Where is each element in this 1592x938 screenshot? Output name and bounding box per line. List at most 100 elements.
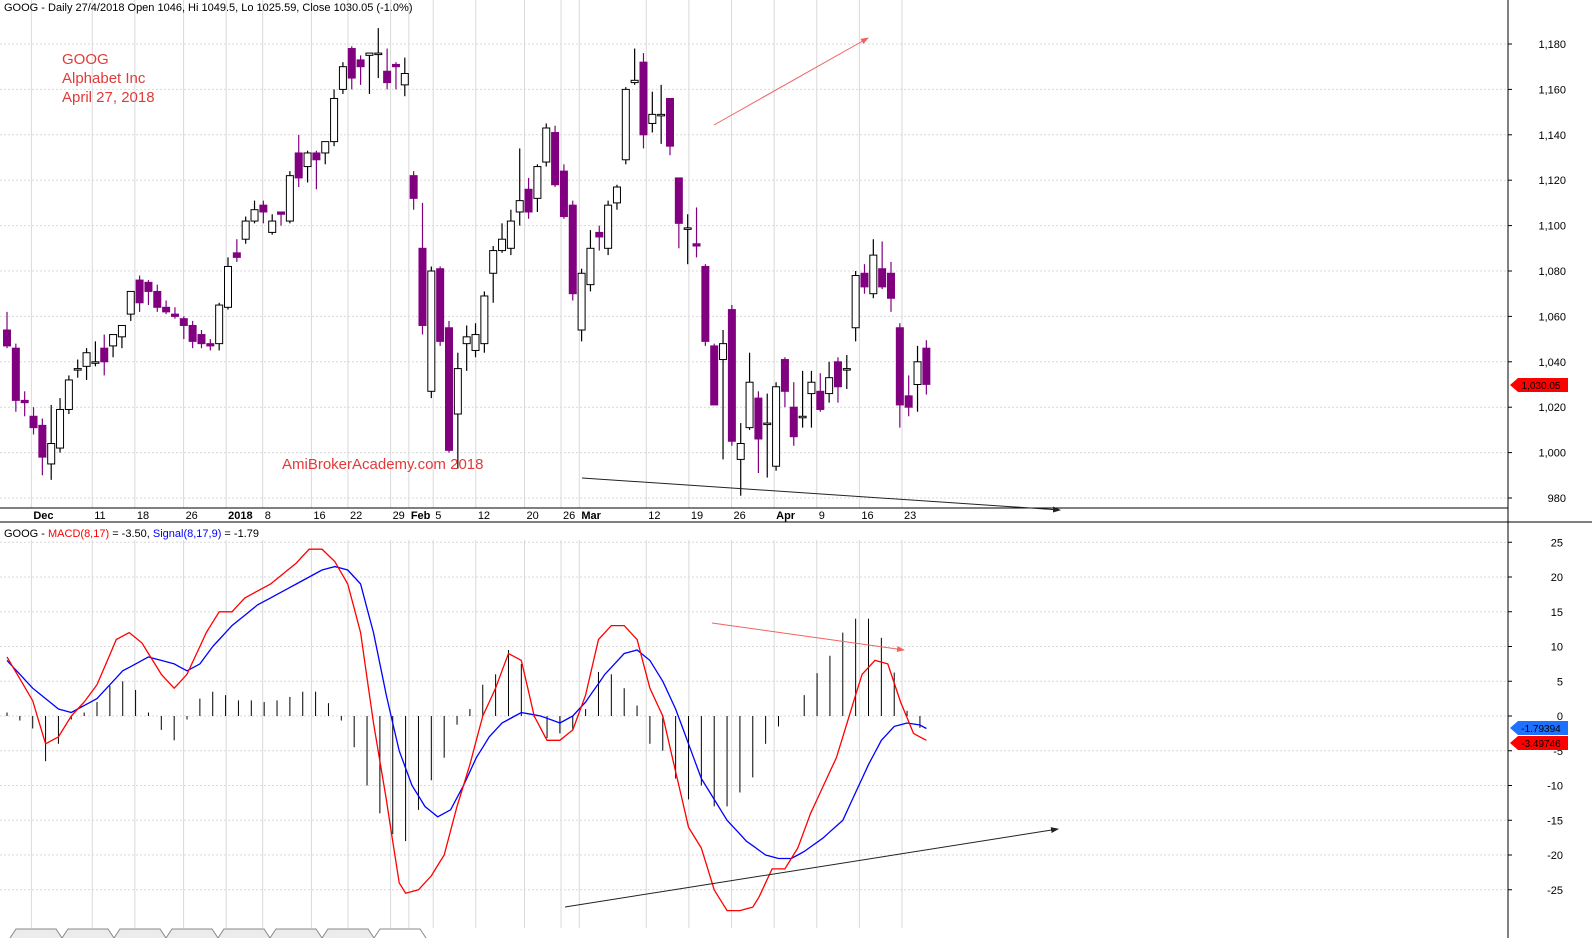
candle [427,266,436,399]
macd-y-tick-label: 0 [1557,711,1563,723]
candle [391,62,400,90]
candle [29,407,38,435]
chart-annotation: GOOG Alphabet Inc April 27, 2018 [62,50,155,107]
candle [179,316,188,340]
price-header: GOOG - Daily 27/4/2018 Open 1046, Hi 104… [4,2,412,14]
candlesticks [3,28,931,496]
candle [285,171,294,224]
sheet-tab[interactable] [165,928,219,938]
candle-body-down [294,152,303,179]
x-tick-label: 26 [734,510,746,522]
price-y-tick-label: 1,140 [1538,130,1566,142]
candle-body-up [427,270,436,392]
candle-body-up [215,304,224,345]
annotation-company: Alphabet Inc [62,70,146,87]
candle-body-up [56,408,65,449]
sheet-tab[interactable] [321,928,375,938]
macd-last-badge: -3.49746 [1510,736,1568,750]
candle-body-up [851,275,860,329]
candle [153,284,162,312]
macd-y-tick-label: 10 [1551,642,1563,654]
x-tick-label: 19 [691,510,703,522]
candle-body-down [383,70,392,84]
candle-body-down [754,397,763,440]
candle [860,264,869,294]
macd-y-tick-label: -10 [1547,781,1563,793]
candle [321,141,330,165]
candle-body-down [259,204,268,213]
candle-body-up [621,88,630,161]
sheet-tab[interactable] [373,928,427,938]
candle-body-up [250,209,259,222]
x-tick-label: 26 [186,510,198,522]
x-tick-label: 16 [861,510,873,522]
candle [126,290,135,321]
candle [294,134,303,188]
candle-body-down [312,152,321,161]
date-x-axis: Dec 11 18 26 2018 8 16 22 29 Feb 5 12 20 26 Mar 12 19 26 A… [33,510,916,522]
x-tick-label: 22 [350,510,362,522]
sheet-tab[interactable] [269,928,323,938]
macd-last-value: -3.49746 [1521,739,1561,750]
macd-header: GOOG - MACD(8,17) = -3.50, Signal(8,17,9… [4,528,259,540]
sheet-tab[interactable] [61,928,115,938]
candle-body-up [577,272,586,331]
candle [383,48,392,90]
price-higher-high-trendline [713,37,869,126]
candle [577,268,586,342]
candle-body-down [895,327,904,406]
sheet-tab[interactable] [113,928,167,938]
candle-body-down [206,343,215,347]
candle-body-up [515,200,524,213]
candle [763,393,772,478]
candle [524,177,533,219]
price-y-tick-label: 1,020 [1538,402,1566,414]
candle-body-up [772,386,781,467]
candle-body-up [285,175,294,222]
candle [445,320,453,453]
candle [109,334,118,358]
candle [692,207,701,258]
x-tick-label: 16 [313,510,325,522]
candle [224,257,232,310]
signal-line [6,565,927,860]
macd-y-tick-label: 25 [1551,537,1563,549]
annotation-symbol: GOOG [62,51,109,68]
candle-body-up [374,52,383,56]
price-y-tick-label: 1,060 [1538,311,1566,323]
sheet-tab[interactable] [217,928,271,938]
x-tick-label: 9 [819,510,825,522]
candle [162,300,171,315]
candle-body-up [64,379,73,410]
candle [400,57,409,97]
macd-y-tick-label: 5 [1557,676,1563,688]
candle-body-down [639,61,648,136]
candle [895,323,904,428]
candle-body-up [338,66,347,90]
candle-body-down [11,347,20,401]
candle-body-up [542,127,551,163]
candle-body-down [816,390,825,410]
price-y-tick-label: 1,040 [1538,357,1566,369]
candle-body-up [869,254,878,295]
candle-body-down [436,268,445,342]
price-last-badge: 1,030.05 [1510,378,1568,392]
macd-header-macd-value: = -3.50, [109,528,153,540]
candle-body-up [489,250,498,274]
candle-body-up [321,141,330,154]
candle-body-up [825,377,834,395]
price-gridlines [0,0,1508,508]
candle-body-down [727,309,736,442]
macd-histogram [6,618,921,842]
candle-body-down [445,327,453,451]
candle [197,330,206,349]
sheet-tab-strip[interactable] [0,928,1510,938]
sheet-tab[interactable] [9,928,63,938]
candle-body-down [833,361,842,388]
candle [365,52,374,94]
candle [701,264,710,346]
candle-body-up [471,334,480,351]
candle-body-down [356,59,365,68]
price-lower-low-trendline [581,477,1061,513]
candle-body-down [197,334,206,345]
